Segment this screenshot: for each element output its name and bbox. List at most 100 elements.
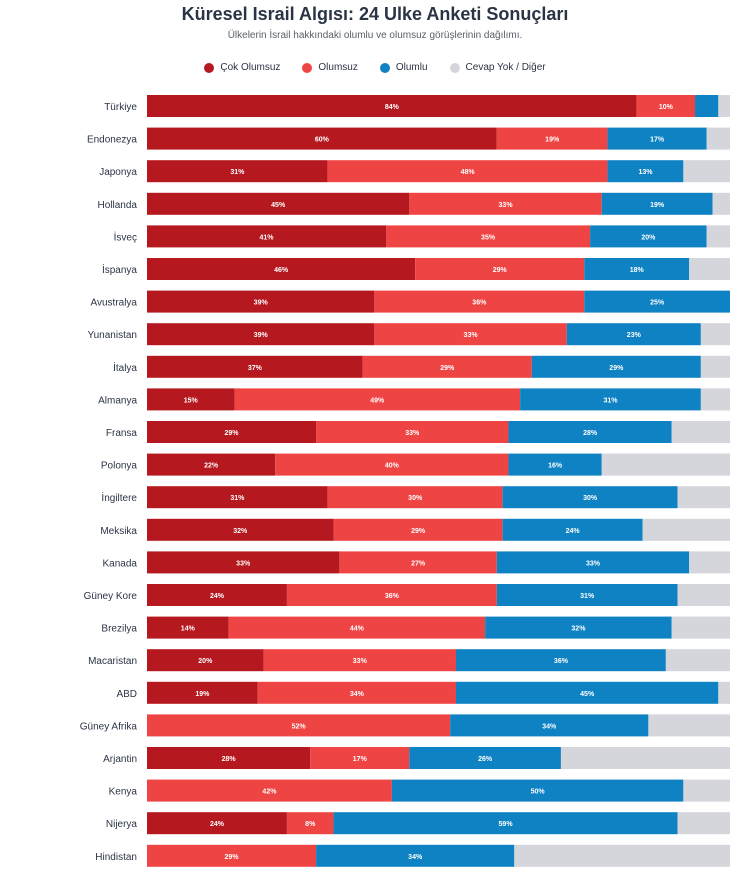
legend-swatch-olumlu [379, 62, 390, 73]
data-label-olumsuz-row-21: 42% [262, 789, 277, 796]
data-label-cok-olumsuz-row-20: 28% [222, 756, 237, 763]
bar-segment-olumlu-row-0 [695, 95, 719, 117]
data-label-olumsuz-row-15: 36% [385, 593, 400, 600]
bar-segment-olumsuz-row-4 [386, 225, 591, 248]
bar-segment-olumsuz-row-2 [327, 160, 608, 183]
bar-segment-olumsuz-row-7 [374, 323, 567, 346]
category-label-row-20: Arjantin [103, 754, 137, 765]
bar-segment-olumlu-row-16 [485, 616, 672, 639]
data-label-olumlu-row-15: 31% [580, 593, 595, 600]
bar-segment-olumlu-row-8 [531, 355, 701, 378]
bar-segment-olumsuz-row-3 [409, 192, 602, 215]
category-label-row-13: Meksika [100, 526, 137, 537]
data-label-olumsuz-row-22: 8% [305, 821, 316, 828]
legend-label-cevap-yok: Cevap Yok / Diğer [465, 62, 546, 73]
data-label-olumlu-row-10: 28% [583, 430, 598, 437]
bar-segment-cevap-yok-row-3 [712, 192, 730, 215]
bar-segment-cok-olumsuz-row-2 [147, 160, 328, 183]
data-label-cok-olumsuz-row-11: 22% [204, 463, 219, 470]
legend-label-olumsuz: Olumsuz [318, 62, 358, 73]
category-label-row-8: İtalya [113, 361, 137, 374]
data-label-cok-olumsuz-row-18: 19% [195, 691, 210, 698]
bar-segment-olumsuz-row-17 [263, 649, 456, 672]
bar-segment-cok-olumsuz-row-6 [147, 290, 375, 313]
bar-segment-olumsuz-row-1 [496, 127, 608, 150]
bar-segment-olumsuz-row-14 [339, 551, 497, 574]
data-label-olumlu-row-12: 30% [583, 495, 598, 502]
data-label-cok-olumsuz-row-1: 60% [315, 137, 330, 144]
bar-segment-olumsuz-row-13 [333, 518, 503, 541]
legend-swatch-olumsuz [302, 62, 313, 73]
bar-segment-cok-olumsuz-row-10 [147, 421, 317, 443]
bar-segment-olumsuz-row-21 [147, 779, 392, 802]
bar-segment-cevap-yok-row-23 [514, 844, 730, 867]
data-label-cok-olumsuz-row-10: 29% [225, 430, 240, 437]
data-label-olumlu-row-17: 36% [554, 658, 569, 665]
data-label-olumsuz-row-4: 35% [481, 234, 496, 241]
bar-segment-olumsuz-row-22 [286, 812, 334, 835]
data-label-olumlu-row-2: 13% [638, 169, 653, 176]
bar-segment-cok-olumsuz-row-3 [147, 192, 410, 215]
data-label-olumsuz-row-17: 33% [353, 658, 368, 665]
data-label-olumsuz-row-5: 29% [493, 267, 508, 274]
category-label-row-10: Fransa [106, 428, 138, 439]
data-label-olumlu-row-9: 31% [603, 397, 618, 404]
bar-segment-olumlu-row-14 [496, 551, 690, 574]
data-label-cok-olumsuz-row-7: 39% [254, 332, 269, 339]
data-label-olumsuz-row-11: 40% [385, 463, 400, 470]
bar-segment-cevap-yok-row-13 [642, 518, 730, 541]
data-label-olumlu-row-21: 50% [531, 789, 546, 796]
bar-segment-cevap-yok-row-11 [601, 453, 730, 476]
bar-segment-olumsuz-row-10 [316, 421, 509, 443]
data-label-olumsuz-row-13: 29% [411, 528, 426, 535]
bar-segment-cok-olumsuz-row-13 [147, 518, 334, 541]
bar-segment-olumlu-row-12 [502, 486, 678, 509]
data-label-olumlu-row-6: 25% [650, 300, 665, 307]
bar-segment-cevap-yok-row-4 [706, 225, 730, 248]
bar-segment-olumsuz-row-8 [362, 355, 532, 378]
data-label-olumlu-row-22: 59% [499, 821, 514, 828]
bar-segment-cok-olumsuz-row-12 [147, 486, 328, 509]
data-label-olumlu-row-20: 26% [478, 756, 493, 763]
bar-segment-cevap-yok-row-22 [677, 812, 730, 835]
bar-segment-cevap-yok-row-18 [718, 681, 730, 704]
bar-segment-cevap-yok-row-15 [677, 584, 730, 606]
data-label-cok-olumsuz-row-8: 37% [248, 365, 263, 372]
bar-segment-cevap-yok-row-20 [560, 747, 730, 769]
data-label-olumlu-row-4: 20% [641, 234, 656, 241]
category-label-row-16: Brezilya [101, 624, 137, 635]
data-label-cok-olumsuz-row-22: 24% [210, 821, 225, 828]
category-label-row-4: İsveç [114, 230, 137, 243]
bar-segment-olumsuz-row-23 [147, 844, 317, 867]
bar-segment-cok-olumsuz-row-14 [147, 551, 340, 574]
data-label-olumlu-row-8: 29% [609, 365, 624, 372]
data-label-cok-olumsuz-row-5: 46% [274, 267, 289, 274]
data-label-olumlu-row-19: 34% [542, 723, 557, 730]
data-label-cok-olumsuz-row-13: 32% [233, 528, 248, 535]
data-label-olumsuz-row-14: 27% [411, 560, 426, 567]
category-label-row-2: Japonya [99, 167, 137, 178]
bar-segment-cok-olumsuz-row-20 [147, 747, 311, 769]
legend-label-cok-olumsuz: Çok Olumsuz [220, 62, 281, 73]
data-label-olumlu-row-3: 19% [650, 202, 665, 209]
bar-segment-cevap-yok-row-12 [677, 486, 730, 509]
bar-segment-olumlu-row-21 [391, 779, 684, 802]
data-label-olumlu-row-23: 34% [408, 854, 423, 861]
data-label-cok-olumsuz-row-12: 31% [230, 495, 245, 502]
category-label-row-7: Yunanistan [88, 330, 138, 341]
data-label-olumlu-row-1: 17% [650, 137, 665, 144]
bar-segment-cok-olumsuz-row-1 [147, 127, 497, 150]
data-label-cok-olumsuz-row-9: 15% [184, 397, 199, 404]
bar-segment-cevap-yok-row-16 [671, 616, 730, 639]
data-label-olumlu-row-18: 45% [580, 691, 595, 698]
bar-segment-olumsuz-row-5 [415, 258, 585, 280]
data-label-olumsuz-row-0: 10% [659, 104, 674, 111]
bar-segment-olumlu-row-10 [508, 421, 672, 443]
data-label-olumsuz-row-9: 49% [370, 397, 385, 404]
bar-segment-olumlu-row-4 [590, 225, 707, 248]
bar-segment-cok-olumsuz-row-17 [147, 649, 264, 672]
bar-segment-cevap-yok-row-17 [665, 649, 730, 672]
data-label-cok-olumsuz-row-2: 31% [230, 169, 245, 176]
chart-subtitle: Ülkelerin İsrail hakkındaki olumlu ve ol… [227, 30, 523, 41]
data-label-olumlu-row-13: 24% [566, 528, 581, 535]
